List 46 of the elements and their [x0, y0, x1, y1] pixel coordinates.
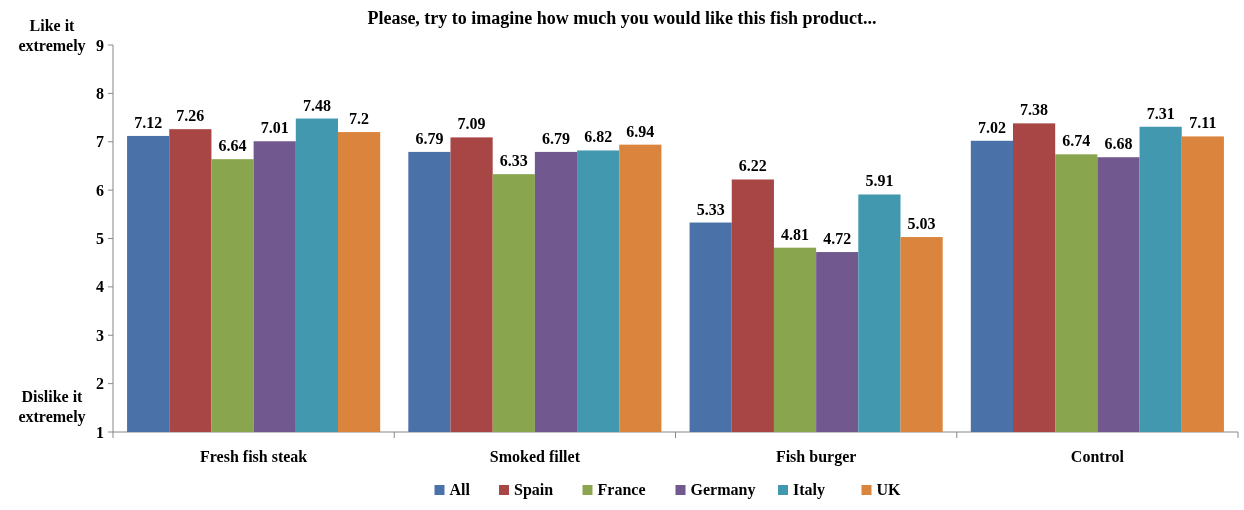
- y-tick-label: 9: [96, 36, 104, 54]
- y-tick-label: 7: [96, 133, 104, 151]
- data-label: 7.48: [302, 96, 331, 114]
- legend-label: Spain: [514, 481, 554, 499]
- data-label: 7.12: [134, 113, 163, 131]
- y-tick-label: 4: [96, 278, 104, 296]
- data-label: 6.94: [626, 122, 655, 140]
- x-tick-label: Fresh fish steak: [199, 448, 308, 465]
- data-label: 5.91: [865, 172, 894, 190]
- data-label: 6.79: [415, 129, 444, 147]
- legend-label: France: [597, 481, 646, 498]
- data-label: 7.02: [977, 118, 1006, 136]
- data-label: 4.81: [781, 225, 810, 243]
- data-label: 6.74: [1062, 132, 1091, 150]
- data-label: 6.64: [218, 137, 247, 155]
- y-tick-label: 2: [96, 375, 104, 393]
- y-tick-label: 3: [96, 326, 104, 344]
- legend-label: All: [449, 481, 471, 498]
- data-label: 6.79: [541, 129, 570, 147]
- x-tick-label: Fish burger: [775, 448, 857, 466]
- data-label: 7.38: [1020, 101, 1049, 119]
- data-label: 7.26: [176, 107, 205, 125]
- data-label: 7.11: [1189, 114, 1217, 132]
- data-label: 7.09: [457, 115, 486, 133]
- data-label: 7.01: [260, 119, 289, 137]
- x-tick-label: Smoked fillet: [489, 448, 581, 465]
- y-tick-label: 6: [96, 181, 104, 199]
- data-label: 5.33: [696, 200, 725, 218]
- legend-label: Germany: [690, 481, 756, 499]
- legend-label: Italy: [793, 481, 825, 499]
- data-label: 6.22: [738, 157, 767, 175]
- x-tick-label: Control: [1070, 448, 1125, 465]
- data-label: 6.82: [584, 128, 613, 146]
- data-label: 6.33: [499, 152, 528, 170]
- text: Dislike it extremely: [18, 388, 86, 426]
- data-label: 7.31: [1146, 104, 1175, 122]
- data-label: 6.68: [1104, 135, 1133, 153]
- data-label: 5.03: [907, 215, 936, 233]
- y-tick-label: 5: [96, 230, 104, 248]
- data-label: 4.72: [823, 230, 852, 248]
- y-tick-label: 1: [96, 423, 104, 441]
- text: Like it extremely: [18, 17, 86, 55]
- chart-title: Please, try to imagine how much you would like this fish product...: [367, 8, 877, 28]
- y-tick-label: 8: [96, 84, 104, 102]
- data-label: 7.2: [349, 110, 370, 128]
- legend-label: UK: [876, 481, 902, 498]
